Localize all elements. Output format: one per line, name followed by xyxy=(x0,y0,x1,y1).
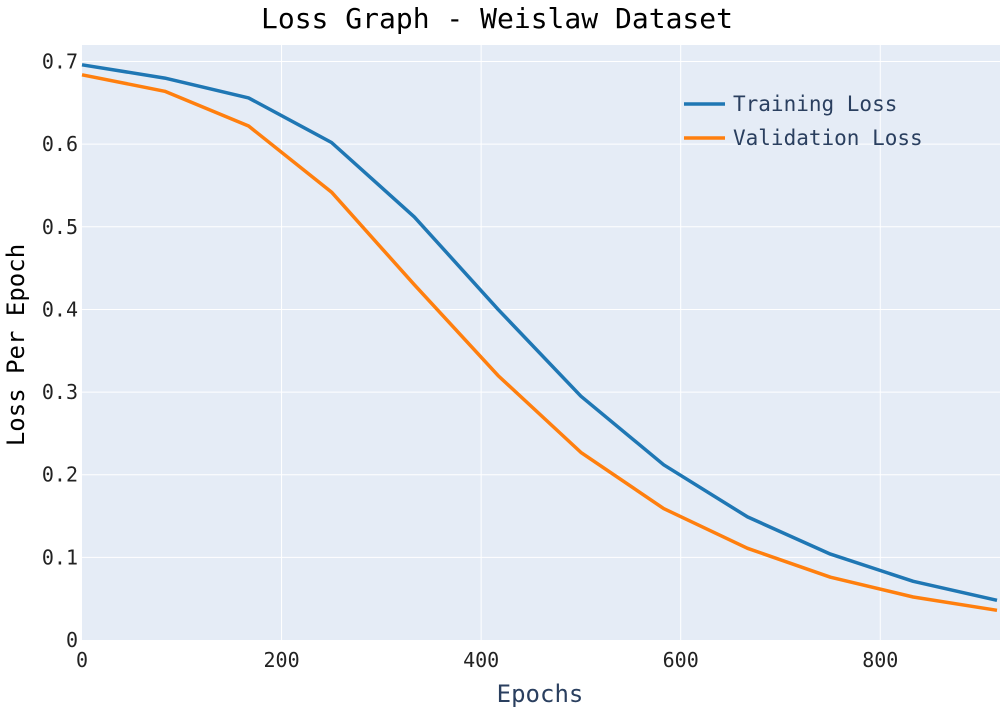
x-tick-label: 800 xyxy=(862,648,898,672)
y-tick-label: 0.5 xyxy=(42,215,78,239)
x-tick-label: 200 xyxy=(264,648,300,672)
gridlines xyxy=(82,45,1000,640)
y-axis-ticks: 0 0.1 0.2 0.3 0.4 0.5 0.6 0.7 xyxy=(42,50,78,652)
y-tick-label: 0.2 xyxy=(42,463,78,487)
x-axis-title: Epochs xyxy=(497,680,584,708)
y-tick-label: 0.1 xyxy=(42,545,78,569)
y-tick-label: 0.7 xyxy=(42,50,78,74)
legend-label: Training Loss xyxy=(733,92,897,116)
y-tick-label: 0.3 xyxy=(42,380,78,404)
y-tick-label: 0.6 xyxy=(42,132,78,156)
x-tick-label: 0 xyxy=(76,648,88,672)
series-lines xyxy=(81,63,998,613)
x-tick-label: 600 xyxy=(663,648,699,672)
legend-label: Validation Loss xyxy=(733,126,923,150)
series-line-validation-loss xyxy=(81,73,998,613)
y-tick-label: 0.4 xyxy=(42,297,78,321)
legend: Training Loss Validation Loss xyxy=(684,92,923,150)
chart-title: Loss Graph - Weislaw Dataset xyxy=(261,2,733,35)
series-line-training-loss xyxy=(81,63,998,603)
y-tick-label: 0 xyxy=(66,628,78,652)
y-axis-title: Loss Per Epoch xyxy=(2,244,30,446)
x-tick-label: 400 xyxy=(463,648,499,672)
x-axis-ticks: 0 200 400 600 800 xyxy=(76,648,898,672)
